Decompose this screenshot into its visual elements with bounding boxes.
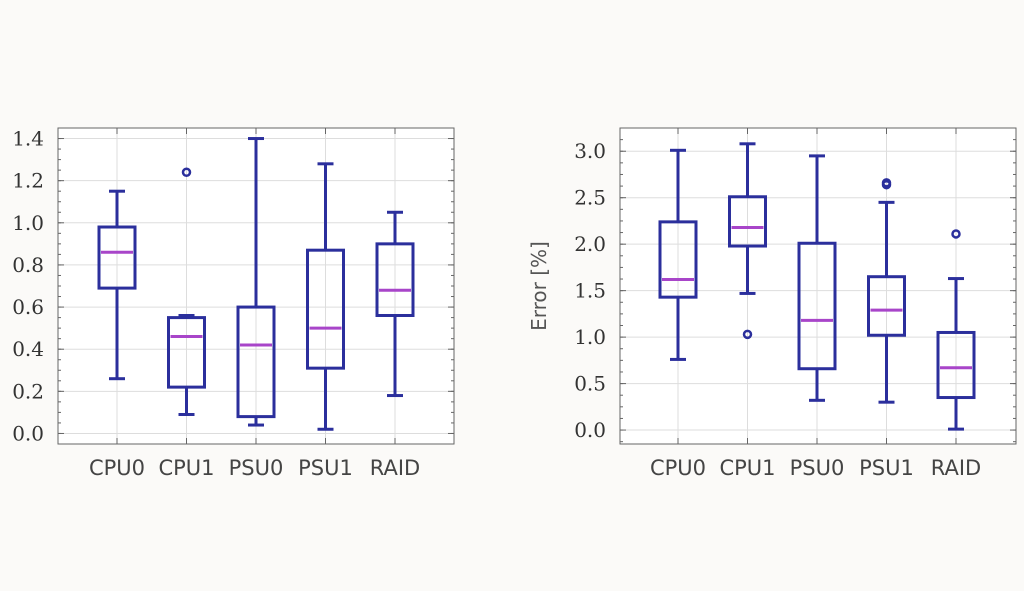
- y-tick-label: 1.2: [12, 169, 44, 193]
- y-tick-label: 3.0: [574, 139, 606, 163]
- y-tick-label: 0.5: [574, 372, 606, 396]
- iqr-box: [658, 220, 698, 299]
- box-psu0: [236, 137, 276, 427]
- x-category-label: PSU0: [229, 456, 284, 480]
- box-cpu1: [167, 167, 206, 417]
- box-raid: [936, 229, 976, 431]
- box-raid: [375, 210, 415, 398]
- iqr-box: [375, 242, 415, 317]
- x-category-label: PSU0: [790, 456, 845, 480]
- y-tick-label: 0.0: [12, 421, 44, 445]
- outlier-point: [181, 167, 192, 177]
- iqr-box: [167, 316, 206, 389]
- x-category-label: CPU0: [89, 456, 145, 480]
- y-tick-label: 0.8: [12, 253, 44, 277]
- iqr-box: [97, 225, 137, 290]
- y-tick-label: 1.4: [12, 127, 44, 151]
- outlier-point: [951, 229, 961, 239]
- iqr-box: [797, 241, 837, 371]
- x-category-label: CPU1: [158, 456, 214, 480]
- right-chart: 0.0 0.5 1.0 1.5 2.0 2.5 3.0 CPU0 CPU1 PSU0 PSU1 RAI…: [527, 127, 1017, 480]
- outlier-point: [742, 329, 753, 340]
- y-tick-label: 0.6: [12, 295, 44, 319]
- iqr-box: [936, 330, 976, 400]
- x-category-label: PSU1: [298, 456, 353, 480]
- x-category-label: CPU0: [650, 456, 706, 480]
- plot-frame: [57, 127, 455, 445]
- box-psu0: [797, 154, 837, 402]
- y-tick-label: 1.5: [574, 279, 606, 303]
- y-tick-label: 0.0: [574, 418, 606, 442]
- y-tick-label: 0.2: [12, 379, 44, 403]
- x-category-label: RAID: [931, 456, 981, 480]
- y-tick-label: 1.0: [12, 211, 44, 235]
- y-tick-label: 2.5: [574, 186, 606, 210]
- iqr-box: [728, 195, 767, 248]
- outlier-point: [881, 178, 892, 188]
- iqr-box: [306, 248, 345, 370]
- x-category-label: PSU1: [859, 456, 914, 480]
- y-tick-label: 0.4: [12, 337, 44, 361]
- box-cpu1: [728, 142, 767, 340]
- left-chart: 0.0 0.2 0.4 0.6 0.8 1.0 1.2 1.4 CPU0 CPU1 PSU0 PSU1…: [12, 127, 455, 480]
- box-cpu0: [97, 189, 137, 381]
- iqr-box: [236, 305, 276, 419]
- iqr-box: [867, 275, 906, 337]
- box-psu1: [867, 178, 906, 404]
- y-tick-label: 1.0: [574, 325, 606, 349]
- x-category-label: RAID: [370, 456, 420, 480]
- y-tick-label: 2.0: [574, 232, 606, 256]
- x-category-label: CPU1: [719, 456, 775, 480]
- box-cpu0: [658, 148, 698, 361]
- box-psu1: [306, 162, 345, 431]
- plot-frame: [619, 127, 1017, 445]
- y-axis-title: Error [%]: [527, 241, 551, 331]
